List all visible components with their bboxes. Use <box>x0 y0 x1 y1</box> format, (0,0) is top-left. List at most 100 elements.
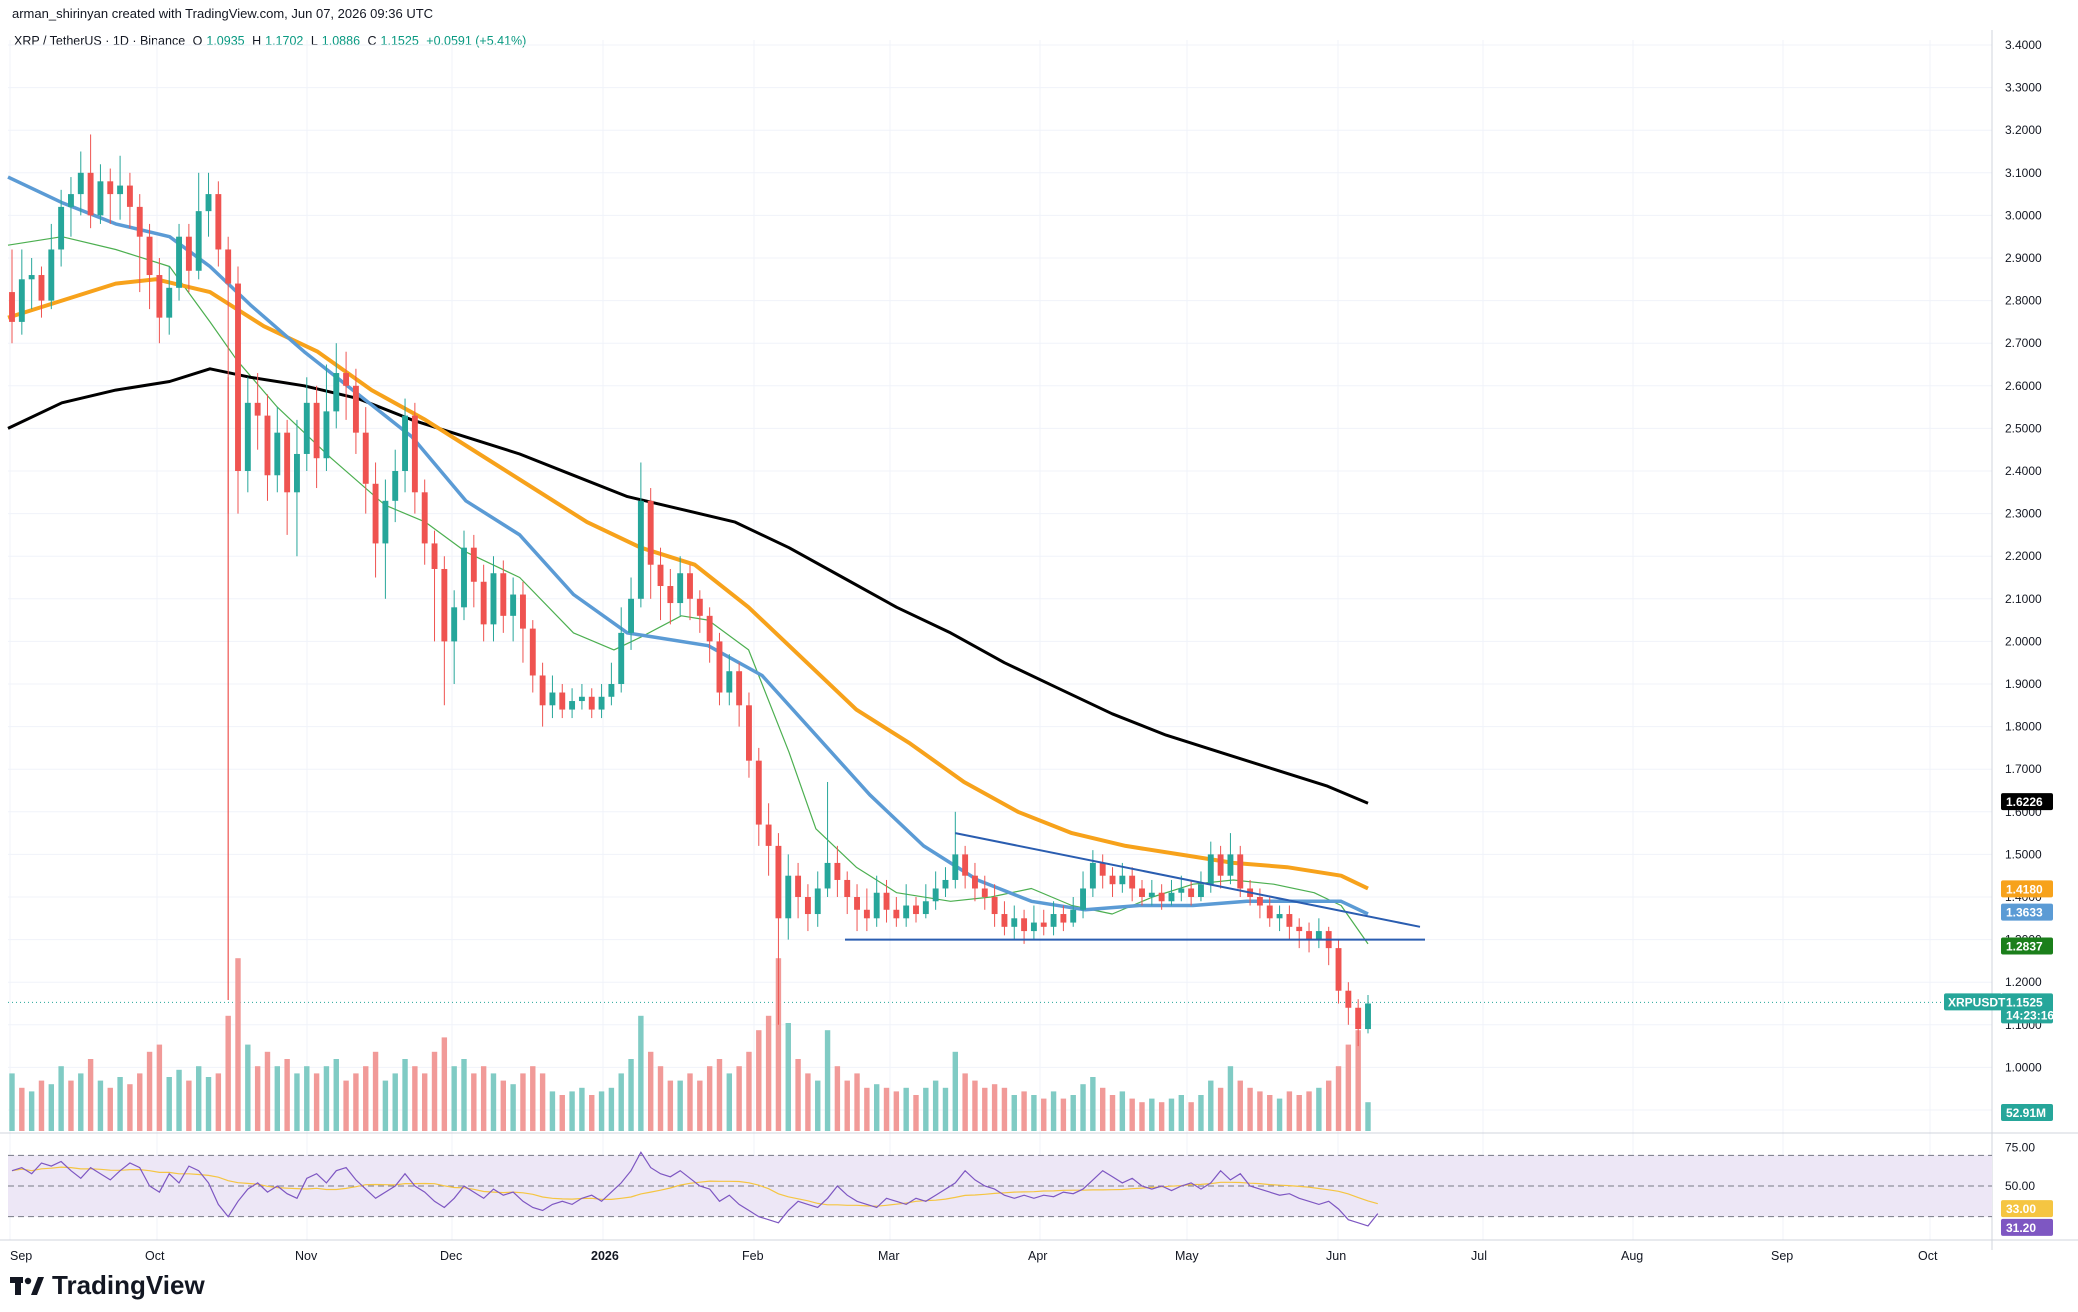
price-tick-label: 2.5000 <box>2005 421 2042 435</box>
candle-body <box>254 402 261 416</box>
candle-body <box>804 897 811 915</box>
candle <box>1158 884 1165 910</box>
volume-bar <box>638 1015 644 1131</box>
candle-body <box>863 909 870 919</box>
candle <box>716 632 723 706</box>
candle <box>1355 999 1362 1047</box>
candle <box>942 867 949 897</box>
volume-bar <box>412 1066 418 1131</box>
candle <box>765 803 772 876</box>
candle <box>1070 897 1077 927</box>
open-label: O <box>192 34 203 48</box>
volume-bar <box>127 1084 133 1131</box>
price-tick-label: 2.8000 <box>2005 294 2042 308</box>
volume-bar <box>146 1051 153 1131</box>
candle <box>126 172 133 229</box>
candle <box>814 871 821 927</box>
candle-body <box>529 628 536 676</box>
candle-body <box>28 275 35 280</box>
ma20-line <box>7 236 1369 945</box>
candle-body <box>716 641 723 693</box>
high-label: H <box>252 34 262 48</box>
volume-bar <box>313 1073 320 1131</box>
volume-price-tag: 52.91M <box>2001 1104 2053 1121</box>
price-tick-label: 3.3000 <box>2005 81 2042 95</box>
candle <box>1217 845 1224 889</box>
candle <box>883 879 890 923</box>
candle <box>1089 850 1096 897</box>
trendlines <box>845 832 1425 941</box>
candle <box>677 556 684 616</box>
tradingview-logo[interactable]: TradingView <box>10 1270 205 1301</box>
candle <box>421 479 428 565</box>
volume-bar <box>264 1051 271 1131</box>
price-tick-label: 3.2000 <box>2005 123 2042 137</box>
candle-body <box>225 249 232 284</box>
price-tick-label: 1.0000 <box>2005 1060 2042 1074</box>
candle-body <box>470 547 477 582</box>
candle-body <box>441 568 448 642</box>
candle <box>647 488 654 599</box>
volume-bar <box>1335 1066 1342 1131</box>
candle <box>1198 871 1204 902</box>
candle <box>529 620 536 693</box>
candle-body <box>677 573 684 604</box>
volume-bar <box>48 1084 55 1131</box>
candle-body <box>765 824 772 846</box>
candle-body <box>1178 888 1185 893</box>
candle <box>854 884 860 932</box>
rsi-tick-label: 50.00 <box>2005 1179 2035 1193</box>
volume-bar <box>353 1073 359 1131</box>
volume-bar <box>775 958 782 1131</box>
candle-body <box>372 483 379 544</box>
volume-bar <box>991 1084 998 1131</box>
candle <box>1286 905 1293 940</box>
volume-bar <box>1001 1087 1008 1131</box>
candle <box>1188 879 1195 906</box>
time-tick-label: Oct <box>1918 1249 1938 1263</box>
price-tags: 1.6226 1.4180 1.3633 1.2837 1.152514:23:16XR… <box>1944 793 2054 1236</box>
candle-body <box>962 854 969 876</box>
volume-bar <box>215 1073 222 1131</box>
candle-body <box>313 402 320 459</box>
candle <box>588 688 595 719</box>
candle <box>1040 909 1047 936</box>
volume-bar <box>431 1051 438 1131</box>
candle-body <box>1129 875 1136 889</box>
volume-bar <box>1011 1095 1017 1131</box>
volume-bar <box>28 1091 35 1131</box>
price-tick-label: 2.9000 <box>2005 251 2042 265</box>
volume-bar <box>942 1087 949 1131</box>
volume-bar <box>1149 1098 1155 1131</box>
volume-bar <box>58 1066 64 1131</box>
candle-body <box>1237 854 1244 889</box>
candle <box>726 654 733 706</box>
candle-body <box>97 181 104 216</box>
candle <box>981 875 988 910</box>
candle <box>352 368 359 454</box>
rsi-tick-label: 75.00 <box>2005 1141 2035 1155</box>
candle <box>294 419 300 557</box>
candle-body <box>215 194 222 250</box>
candle-body <box>637 500 644 599</box>
candle-body <box>1296 926 1303 932</box>
volume-price-tag-bg <box>2001 1104 2053 1121</box>
candle-body <box>431 543 438 569</box>
volume-bar <box>1158 1102 1165 1131</box>
candle <box>1080 871 1086 919</box>
candle-body <box>1286 914 1293 927</box>
candle-body <box>873 892 880 919</box>
rsi-value-tag: 31.20 <box>2001 1218 2053 1236</box>
volume-bar <box>225 1015 231 1131</box>
volume-bar <box>864 1087 870 1131</box>
time-tick-label: Oct <box>145 1249 165 1263</box>
candle-body <box>883 892 890 910</box>
candle-body <box>647 500 654 565</box>
volume-bar <box>97 1080 104 1131</box>
volume-bar <box>844 1080 850 1131</box>
volume-bar <box>1041 1098 1047 1131</box>
volume-bar <box>19 1087 25 1131</box>
candle-body <box>1080 888 1086 910</box>
candle-body <box>343 373 350 386</box>
